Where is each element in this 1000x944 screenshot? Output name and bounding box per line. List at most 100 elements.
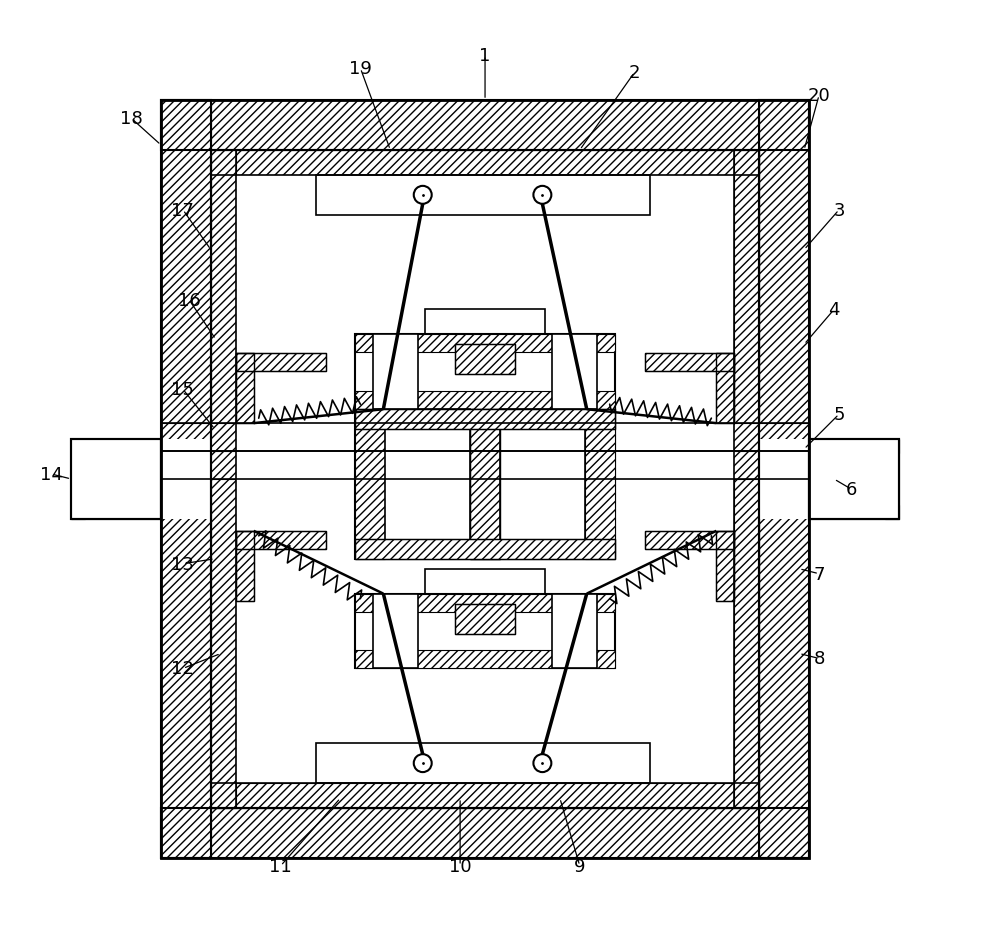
Bar <box>71 505 161 519</box>
Bar <box>809 440 899 519</box>
Text: 2: 2 <box>629 64 640 82</box>
Bar <box>500 410 585 559</box>
Bar <box>385 424 585 480</box>
Bar <box>716 354 734 424</box>
Bar <box>645 354 734 372</box>
Bar <box>355 539 615 559</box>
Bar <box>809 440 899 519</box>
Text: 20: 20 <box>808 87 830 105</box>
Bar <box>161 451 809 480</box>
Bar <box>355 410 615 430</box>
Bar <box>615 176 734 784</box>
Bar <box>809 440 899 453</box>
Bar <box>236 531 326 549</box>
Bar <box>211 151 236 808</box>
Bar <box>759 101 809 858</box>
Bar <box>373 335 418 410</box>
Bar <box>552 594 597 668</box>
Bar <box>161 451 809 480</box>
Bar <box>161 101 211 858</box>
Bar <box>161 101 809 151</box>
Bar <box>645 531 734 549</box>
Bar <box>734 151 759 808</box>
Bar <box>455 345 515 375</box>
Text: 7: 7 <box>813 565 825 583</box>
Bar <box>236 531 254 601</box>
Bar <box>716 354 734 424</box>
Text: 8: 8 <box>813 649 825 667</box>
Bar <box>645 531 734 549</box>
Bar <box>211 151 236 808</box>
Bar <box>211 151 759 808</box>
Bar <box>316 744 650 784</box>
Bar <box>355 594 615 612</box>
Bar <box>211 151 759 176</box>
Text: 17: 17 <box>171 202 194 220</box>
Bar <box>161 424 809 451</box>
Bar <box>161 101 809 151</box>
Text: 14: 14 <box>40 465 63 483</box>
Bar <box>734 151 759 808</box>
Bar <box>470 410 500 559</box>
Bar <box>211 151 759 176</box>
Bar <box>716 531 734 601</box>
Bar <box>355 650 615 668</box>
Bar <box>236 354 254 424</box>
Bar <box>455 604 515 633</box>
Bar <box>316 176 650 215</box>
Text: 16: 16 <box>178 291 200 310</box>
Bar <box>71 440 85 519</box>
Bar <box>211 784 759 808</box>
Bar <box>355 410 385 559</box>
Bar <box>809 505 899 519</box>
Bar <box>355 335 615 410</box>
Bar <box>355 410 615 430</box>
Bar <box>236 354 254 424</box>
Bar <box>425 569 545 594</box>
Bar <box>355 392 615 410</box>
Bar <box>236 354 326 372</box>
Bar <box>885 440 899 519</box>
Bar <box>161 808 809 858</box>
Bar <box>71 440 161 519</box>
Text: 6: 6 <box>845 480 857 498</box>
Bar <box>716 531 734 601</box>
Bar <box>71 440 161 519</box>
Text: 18: 18 <box>120 110 142 127</box>
Text: 11: 11 <box>269 857 292 875</box>
Text: 4: 4 <box>828 301 840 319</box>
Bar <box>645 354 734 372</box>
Bar <box>373 594 418 668</box>
Text: 9: 9 <box>574 857 586 875</box>
Bar <box>236 354 326 372</box>
Bar <box>211 784 759 808</box>
Text: 13: 13 <box>171 555 194 573</box>
Bar <box>161 101 211 858</box>
Text: 5: 5 <box>833 406 845 424</box>
Text: 1: 1 <box>479 47 491 65</box>
Text: 10: 10 <box>449 857 471 875</box>
Text: 19: 19 <box>349 60 372 78</box>
Bar <box>455 604 515 633</box>
Bar <box>355 539 615 559</box>
Bar <box>71 440 211 519</box>
Bar <box>71 440 161 453</box>
Bar <box>552 335 597 410</box>
Bar <box>585 410 615 559</box>
Bar <box>236 531 326 549</box>
Bar <box>355 335 615 353</box>
Text: 15: 15 <box>171 380 194 398</box>
Text: 3: 3 <box>833 202 845 220</box>
Bar <box>161 808 809 858</box>
Bar <box>470 410 500 559</box>
Bar <box>161 424 809 451</box>
Bar <box>759 101 809 858</box>
Bar <box>236 531 254 601</box>
Bar <box>355 410 615 559</box>
Text: 12: 12 <box>171 660 194 678</box>
Bar <box>455 345 515 375</box>
Bar <box>759 440 899 519</box>
Bar <box>385 410 470 559</box>
Bar <box>355 594 615 668</box>
Bar <box>161 101 809 858</box>
